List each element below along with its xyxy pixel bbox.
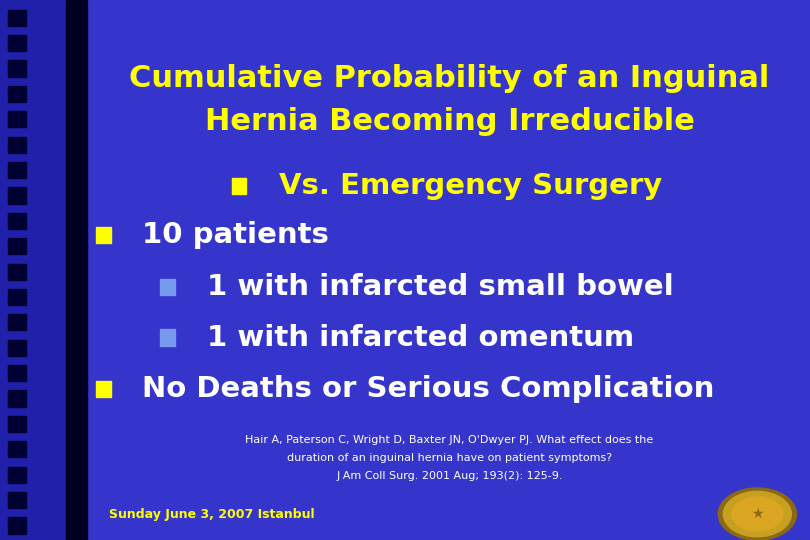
Text: Cumulative Probability of an Inguinal: Cumulative Probability of an Inguinal: [130, 64, 770, 93]
Bar: [8, 340, 26, 356]
Circle shape: [723, 491, 791, 537]
Text: Sunday June 3, 2007 Istanbul: Sunday June 3, 2007 Istanbul: [109, 508, 315, 521]
Bar: [8, 289, 26, 305]
Bar: [8, 492, 26, 508]
Bar: [8, 60, 26, 77]
Bar: [96, 227, 111, 243]
Text: Hair A, Paterson C, Wright D, Baxter JN, O'Dwyer PJ. What effect does the: Hair A, Paterson C, Wright D, Baxter JN,…: [245, 435, 654, 445]
Bar: [8, 365, 26, 381]
Bar: [8, 467, 26, 483]
Bar: [160, 279, 175, 295]
Text: Vs. Emergency Surgery: Vs. Emergency Surgery: [279, 172, 663, 200]
Bar: [8, 517, 26, 534]
Bar: [8, 238, 26, 254]
Text: No Deaths or Serious Complication: No Deaths or Serious Complication: [142, 375, 714, 403]
Text: duration of an inguinal hernia have on patient symptoms?: duration of an inguinal hernia have on p…: [287, 453, 612, 463]
Bar: [8, 441, 26, 457]
Bar: [160, 329, 175, 346]
Bar: [8, 137, 26, 153]
Bar: [8, 213, 26, 229]
Circle shape: [718, 488, 796, 540]
Bar: [8, 86, 26, 102]
Bar: [8, 162, 26, 178]
Bar: [0, 0, 75, 540]
Text: J Am Coll Surg. 2001 Aug; 193(2): 125-9.: J Am Coll Surg. 2001 Aug; 193(2): 125-9.: [336, 471, 563, 481]
Text: 10 patients: 10 patients: [142, 221, 329, 249]
Bar: [8, 390, 26, 407]
Bar: [8, 314, 26, 330]
Bar: [8, 187, 26, 204]
Text: 1 with infarcted small bowel: 1 with infarcted small bowel: [207, 273, 673, 301]
Circle shape: [732, 497, 782, 531]
Text: 1 with infarcted omentum: 1 with infarcted omentum: [207, 323, 633, 352]
Bar: [66, 0, 87, 540]
Bar: [8, 35, 26, 51]
Text: Hernia Becoming Irreducible: Hernia Becoming Irreducible: [205, 107, 694, 136]
Text: ★: ★: [751, 507, 764, 521]
Bar: [232, 178, 246, 194]
Bar: [8, 264, 26, 280]
Bar: [8, 111, 26, 127]
Bar: [8, 10, 26, 26]
Bar: [96, 381, 111, 397]
Bar: [8, 416, 26, 432]
